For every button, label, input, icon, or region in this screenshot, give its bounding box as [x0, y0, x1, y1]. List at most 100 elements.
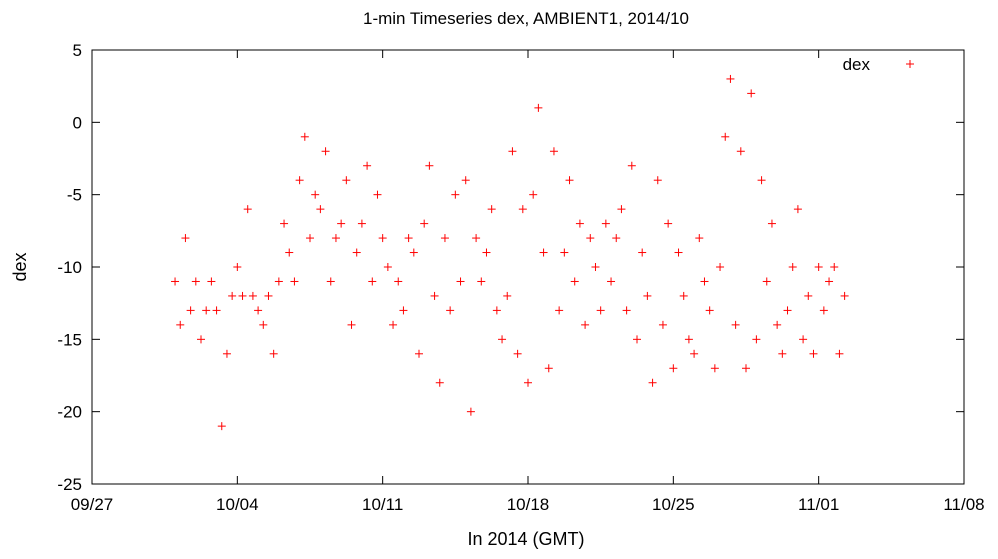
data-point [446, 306, 455, 315]
data-point [181, 234, 190, 243]
data-point [762, 277, 771, 286]
data-point [456, 277, 465, 286]
data-point [788, 263, 797, 271]
y-axis-label: dex [10, 252, 30, 281]
data-point [316, 205, 325, 214]
data-point [269, 349, 278, 358]
x-axis: 09/27 10/04 10/11 10/18 10/25 11/01 11/08 [71, 50, 985, 514]
data-point [254, 306, 263, 315]
data-point [643, 291, 652, 300]
data-point [461, 176, 470, 185]
data-point [809, 349, 818, 358]
y-tick-label: -20 [57, 403, 82, 422]
x-axis-label: In 2014 (GMT) [467, 529, 584, 549]
data-point [233, 263, 242, 271]
data-point [539, 248, 548, 257]
data-point [259, 320, 268, 329]
data-point [197, 335, 205, 344]
data-point [440, 234, 449, 243]
legend-marker [906, 60, 914, 68]
data-point [627, 161, 636, 170]
data-point [736, 147, 745, 156]
data-point [394, 277, 403, 286]
data-point [575, 219, 584, 228]
data-point [191, 277, 200, 286]
data-point [337, 219, 346, 228]
data-point [404, 234, 413, 243]
data-point [804, 291, 813, 300]
data-point [726, 74, 735, 83]
data-point [306, 234, 314, 243]
data-point [773, 320, 782, 329]
data-point [248, 291, 257, 300]
data-point [835, 349, 844, 358]
data-point [477, 277, 486, 286]
data-points [171, 74, 849, 431]
y-tick-label: 0 [73, 113, 82, 132]
data-point [679, 291, 688, 300]
y-tick-label: -5 [67, 186, 82, 205]
data-point [290, 277, 299, 286]
data-point [570, 277, 579, 286]
data-point [581, 320, 590, 329]
data-point [742, 364, 750, 373]
data-point [721, 132, 730, 141]
data-point [549, 147, 558, 156]
data-point [783, 306, 792, 315]
data-point [705, 306, 714, 315]
data-point [560, 248, 569, 257]
data-point [331, 234, 340, 243]
data-point [591, 263, 600, 271]
data-point [498, 335, 507, 344]
data-point [274, 277, 283, 286]
data-point [472, 234, 481, 243]
data-point [399, 306, 408, 315]
data-point [186, 306, 195, 315]
x-tick-label: 10/11 [362, 495, 403, 514]
data-point [518, 205, 527, 214]
data-point [544, 364, 553, 373]
data-point [321, 147, 330, 156]
data-point [752, 335, 761, 344]
data-point [222, 349, 231, 358]
data-point [622, 306, 631, 315]
data-point [529, 190, 538, 199]
data-point [757, 176, 766, 185]
data-point [415, 349, 423, 358]
data-point [409, 248, 418, 257]
data-point [373, 190, 382, 199]
data-point [420, 219, 429, 228]
data-point [700, 277, 709, 286]
data-point [607, 277, 616, 286]
data-point [171, 277, 180, 286]
data-point [363, 161, 372, 170]
data-point [799, 335, 808, 344]
data-point [295, 176, 304, 185]
data-point [357, 219, 366, 228]
data-point [264, 291, 273, 300]
data-point [690, 349, 699, 358]
data-point [207, 277, 216, 286]
data-point [767, 219, 776, 228]
y-tick-label: -15 [57, 330, 82, 349]
data-point [830, 263, 839, 271]
data-point [503, 291, 512, 300]
data-point [202, 306, 211, 315]
data-point [684, 335, 693, 344]
data-point [487, 205, 496, 214]
data-point [492, 306, 501, 315]
data-point [664, 219, 673, 228]
data-point [513, 349, 522, 358]
data-point [617, 205, 626, 214]
data-point [508, 147, 517, 156]
data-point [430, 291, 439, 300]
legend-label-dex: dex [843, 55, 871, 74]
data-point [695, 234, 704, 243]
data-point [342, 176, 351, 185]
x-tick-label: 10/04 [216, 495, 259, 514]
data-point [238, 291, 247, 300]
data-point [612, 234, 621, 243]
data-point [524, 378, 532, 387]
data-point [347, 320, 356, 329]
